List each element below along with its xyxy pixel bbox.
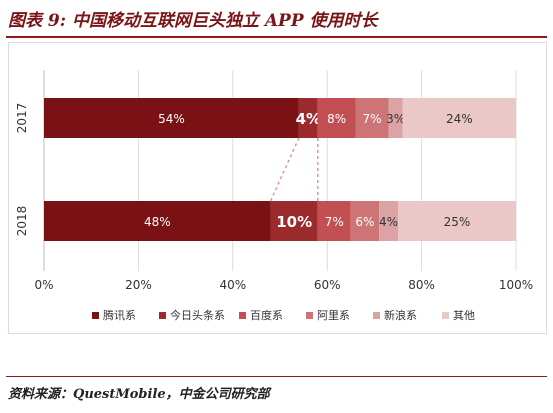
bar-segment [44,201,271,241]
data-label: 7% [325,215,344,229]
data-label: 24% [446,112,473,126]
legend-label: 阿里系 [317,309,350,322]
chart-legend: 腾讯系 今日头条系 百度系 阿里系 新浪系 其他 [56,306,526,324]
legend-item: 今日头条系 [159,306,225,324]
bar-segment [355,98,389,138]
data-label: 54% [158,112,185,126]
legend-swatch [442,311,449,319]
data-label: 3% [386,112,405,126]
x-tick-label: 0% [34,278,53,292]
stacked-bar-chart: 0% 20% 40% 60% 80% 100% 54% 4% 8% 7% 3% 24% 2017 48% 1… [15,70,533,292]
legend-swatch [92,311,99,319]
data-label: 7% [363,112,382,126]
x-tick-label: 100% [499,278,533,292]
data-label: 6% [355,215,374,229]
data-label: 10% [276,213,312,231]
footer-divider [6,376,547,377]
legend-swatch [373,311,380,319]
legend-item: 腾讯系 [92,306,136,324]
legend-swatch [159,311,166,319]
x-tick-label: 80% [408,278,435,292]
bar-segment [270,201,318,241]
chart-frame: 0% 20% 40% 60% 80% 100% 54% 4% 8% 7% 3% 24% 2017 48% 1… [8,42,547,334]
data-label: 25% [444,215,471,229]
legend-label: 新浪系 [384,309,417,322]
data-label: 4% [296,110,321,128]
bar-segment [317,201,351,241]
bar-segment [402,98,516,138]
legend-item: 百度系 [239,306,283,324]
chart-title: 图表 9: 中国移动互联网巨头独立 APP 使用时长 [8,11,378,31]
data-label: 4% [379,215,398,229]
data-label: 48% [144,215,171,229]
bar-segment [298,98,318,138]
bar-segment [398,201,516,241]
x-tick-label: 20% [125,278,152,292]
data-label: 8% [327,112,346,126]
legend-swatch [306,311,313,319]
bar-segment [317,98,356,138]
legend-swatch [239,311,246,319]
connector-line [269,137,300,202]
legend-item: 其他 [442,306,475,324]
bar-segment [388,98,403,138]
category-label: 2018 [15,206,29,237]
x-tick-label: 40% [219,278,246,292]
legend-label: 其他 [453,309,475,322]
title-divider [6,36,547,38]
legend-item: 阿里系 [306,306,350,324]
legend-label: 腾讯系 [103,309,136,322]
legend-label: 百度系 [250,309,283,322]
legend-item: 新浪系 [373,306,417,324]
category-label: 2017 [15,103,29,134]
bar-segment [350,201,380,241]
x-tick-label: 60% [314,278,341,292]
bar-segment [44,98,299,138]
bar-segment [379,201,398,241]
source-note: 资料来源：QuestMobile，中金公司研究部 [8,387,270,402]
legend-label: 今日头条系 [170,309,225,322]
